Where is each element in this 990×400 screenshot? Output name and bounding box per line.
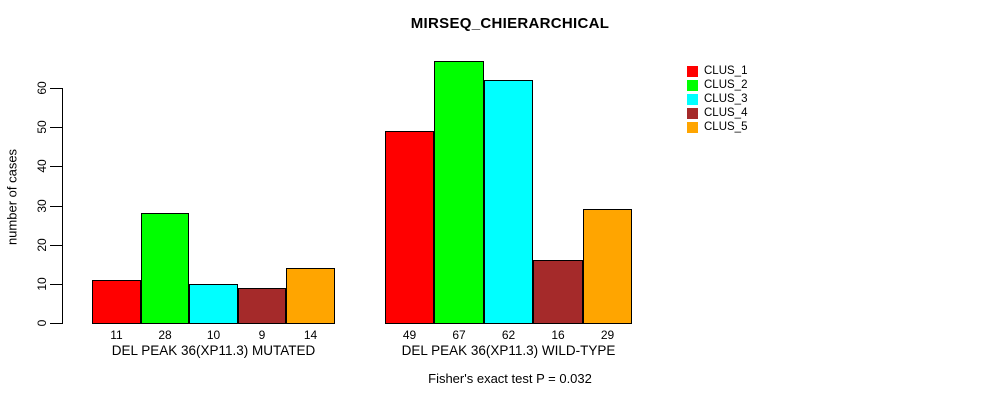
y-axis-tick [50, 245, 62, 246]
bar-clus_1 [385, 131, 434, 324]
y-axis-tick [50, 206, 62, 207]
legend-label: CLUS_4 [704, 107, 748, 119]
y-axis-tick-label: 40 [35, 159, 49, 173]
bar-clus_2 [434, 61, 484, 324]
legend-item-clus_2: CLUS_2 [687, 78, 747, 92]
bar-value-label: 16 [551, 328, 565, 342]
fisher-test-annotation: Fisher's exact test P = 0.032 [428, 371, 592, 386]
y-axis-tick [50, 88, 62, 89]
bar-value-label: 67 [452, 328, 466, 342]
bar-value-label: 62 [501, 328, 516, 342]
group-label: DEL PEAK 36(XP11.3) WILD-TYPE [401, 343, 616, 358]
bar-clus_5 [286, 268, 335, 324]
bar-value-label: 49 [402, 328, 417, 342]
bar-value-label: 29 [600, 328, 615, 342]
bar-clus_3 [484, 80, 533, 324]
legend-swatch [687, 93, 698, 105]
y-axis-tick-label: 10 [35, 277, 49, 291]
group-label: DEL PEAK 36(XP11.3) MUTATED [111, 343, 316, 358]
legend-swatch [687, 107, 698, 119]
bar-value-label: 9 [258, 328, 266, 342]
bar-value-label: 10 [206, 328, 221, 342]
bar-value-label: 11 [110, 328, 123, 342]
bar-clus_1 [92, 280, 141, 324]
legend-item-clus_1: CLUS_1 [687, 64, 747, 78]
bar-clus_4 [533, 260, 583, 324]
y-axis-tick-label: 0 [35, 319, 49, 327]
bar-value-label: 14 [303, 328, 318, 342]
legend-label: CLUS_1 [704, 65, 748, 77]
y-axis-title: number of cases [4, 148, 20, 246]
bar-value-label: 28 [158, 328, 172, 342]
legend-label: CLUS_5 [704, 121, 748, 133]
y-axis-tick-label: 60 [35, 81, 49, 95]
y-axis-line [62, 88, 63, 324]
y-axis-tick-label: 50 [35, 120, 49, 134]
y-axis-tick [50, 323, 62, 324]
chart-title: MIRSEQ_CHIERARCHICAL [410, 15, 610, 32]
legend-item-clus_3: CLUS_3 [687, 92, 747, 106]
legend-swatch [687, 79, 698, 91]
y-axis-tick [50, 166, 62, 167]
bar-clus_3 [189, 284, 238, 324]
y-axis-tick [50, 284, 62, 285]
legend-label: CLUS_3 [704, 93, 748, 105]
y-axis-tick-label: 20 [35, 238, 49, 252]
bar-clus_4 [238, 288, 286, 324]
y-axis-tick-label: 30 [35, 199, 49, 213]
legend: CLUS_1 CLUS_2 CLUS_3 CLUS_4 CLUS_5 [687, 64, 747, 134]
legend-label: CLUS_2 [704, 79, 748, 91]
legend-swatch [687, 65, 698, 77]
y-axis-tick [50, 127, 62, 128]
legend-swatch [687, 121, 698, 133]
bar-clus_2 [141, 213, 189, 324]
bar-clus_5 [583, 209, 632, 324]
legend-item-clus_5: CLUS_5 [687, 120, 747, 134]
legend-item-clus_4: CLUS_4 [687, 106, 747, 120]
